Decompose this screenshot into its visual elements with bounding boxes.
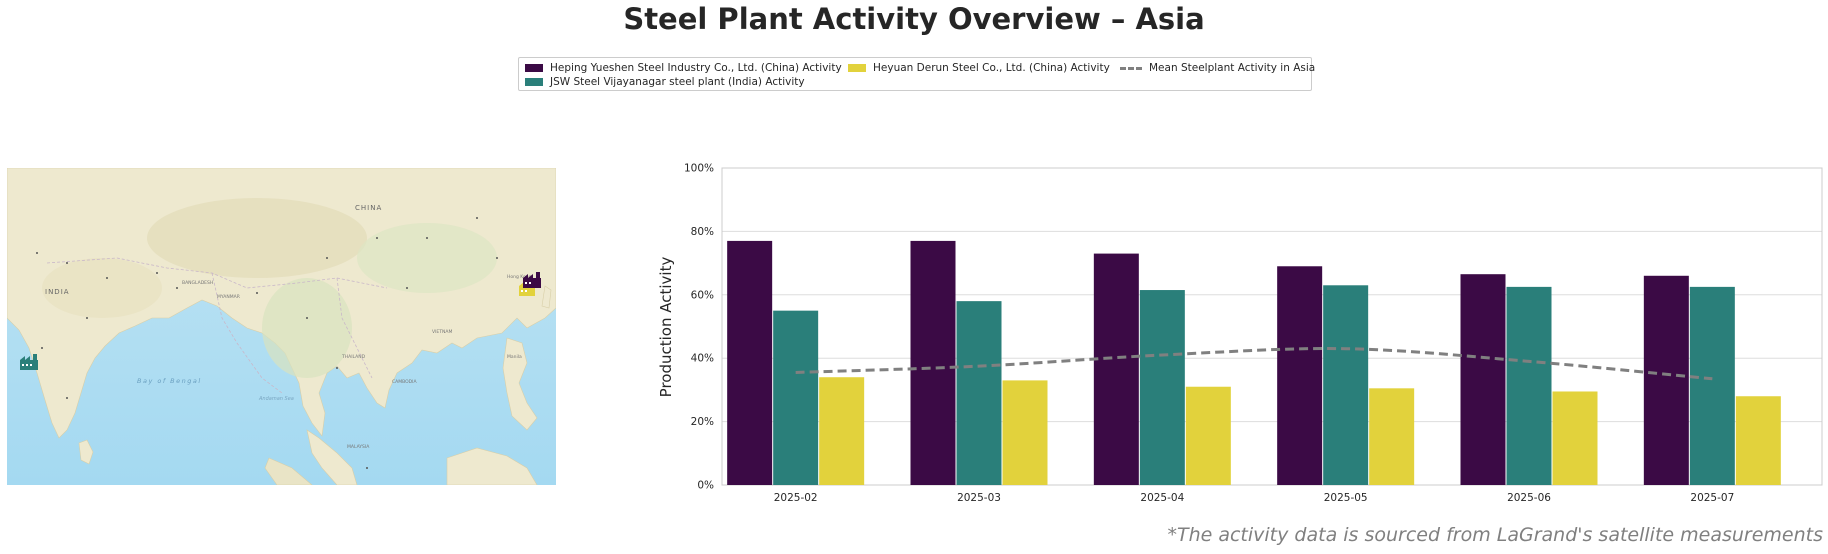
border-line [46,257,388,289]
map-label-hongkong: Hong Kong [507,274,532,280]
map-svg: CHINA INDIA Bay of Bengal Andaman Sea MY… [7,168,556,485]
map-label-myanmar: MYANMAR [217,294,240,300]
y-tick-label: 20% [691,416,714,428]
malay-peninsula [306,429,358,485]
bar [1506,286,1552,485]
bar [910,240,956,485]
map-label-thailand: THAILAND [341,354,366,360]
bar [819,377,865,485]
legend-item-jsw: JSW Steel Vijayanagar steel plant (India… [525,76,805,88]
philippines [502,337,538,431]
x-axis: 2025-02 2025-03 2025-04 2025-05 2025-06 2025-… [774,492,1735,504]
bar [773,310,819,485]
map-label-china: CHINA [355,204,382,212]
legend-label-heyuan: Heyuan Derun Steel Co., Ltd. (China) Act… [873,62,1110,74]
bar [1369,388,1415,485]
legend-swatch-jsw [525,78,543,86]
y-tick-label: 100% [684,163,714,175]
bar [1643,275,1689,485]
bar [1002,380,1048,485]
border-line-3 [336,277,373,379]
sri-lanka [78,439,94,465]
legend-line-mean [1120,66,1142,70]
terrain-india-north [42,258,162,318]
y-tick-label: 80% [691,226,714,238]
y-tick-label: 40% [691,353,714,365]
terrain-south-china [357,223,497,293]
map-label-vietnam: VIETNAM [432,329,452,335]
map-label-malaysia: MALAYSIA [347,444,370,450]
taiwan [541,285,552,309]
bar [1139,290,1185,485]
x-tick-label: 2025-02 [774,492,818,504]
legend-label-jsw: JSW Steel Vijayanagar steel plant (India… [550,76,805,88]
map-label-bay: Bay of Bengal [137,377,202,385]
bar [956,301,1002,485]
y-tick-label: 60% [691,289,714,301]
asia-map: CHINA INDIA Bay of Bengal Andaman Sea MY… [7,168,556,485]
bar [1735,396,1781,485]
bar [727,240,773,485]
bar [1460,274,1506,485]
y-axis-label: Production Activity [657,256,675,398]
chart-title: Steel Plant Activity Overview – Asia [623,2,1205,36]
legend: Heping Yueshen Steel Industry Co., Ltd. … [518,57,1315,91]
terrain-indochina [262,278,352,378]
legend-swatch-heping [525,64,543,72]
bar [1323,285,1369,485]
y-axis: 0% 20% 40% 60% 80% 100% [684,163,714,492]
footnote: *The activity data is sourced from LaGra… [1167,524,1823,546]
legend-item-heyuan: Heyuan Derun Steel Co., Ltd. (China) Act… [848,62,1110,74]
legend-label-mean: Mean Steelplant Activity in Asia [1149,62,1316,74]
factory-icon [523,272,541,288]
x-tick-label: 2025-05 [1324,492,1368,504]
bar [1552,391,1598,485]
map-label-manila: Manila [507,354,522,360]
x-tick-label: 2025-07 [1690,492,1734,504]
bar [1185,386,1231,485]
factory-icon [20,354,38,370]
x-tick-label: 2025-04 [1140,492,1184,504]
plot-frame [721,167,1823,486]
map-label-cambodia: CAMBODIA [392,379,417,385]
bar [1277,266,1323,485]
map-label-bangladesh: BANGLADESH [182,280,213,286]
gridlines [722,167,1822,486]
legend-item-heping: Heping Yueshen Steel Industry Co., Ltd. … [525,62,842,74]
y-tick-label: 0% [697,480,714,492]
map-label-india: INDIA [45,288,70,296]
map-label-andaman: Andaman Sea [258,396,294,402]
x-tick-label: 2025-03 [957,492,1001,504]
legend-swatch-heyuan [848,64,866,72]
legend-item-mean: Mean Steelplant Activity in Asia [1120,62,1315,74]
city-dots [36,217,498,469]
mean-line [795,347,1713,381]
sumatra [264,457,313,485]
border-line-2 [211,272,283,394]
x-tick-label: 2025-06 [1507,492,1551,504]
terrain-plateau [147,198,367,278]
bar [1689,286,1735,485]
bar [1093,253,1139,485]
legend-label-heping: Heping Yueshen Steel Industry Co., Ltd. … [550,62,842,74]
bars [727,240,1781,485]
borneo [446,447,538,485]
